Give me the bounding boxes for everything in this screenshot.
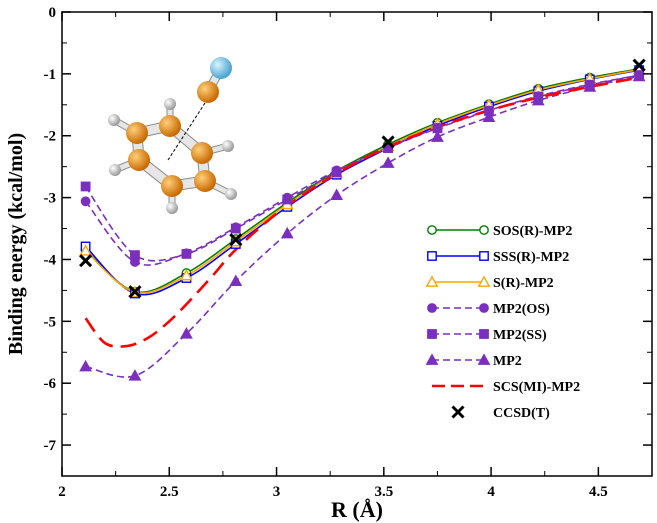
molecule-inset-image — [108, 57, 237, 214]
data-point — [80, 196, 91, 207]
legend-label: SOS(R)-MP2 — [493, 224, 572, 239]
data-point — [331, 167, 342, 178]
x-tick-label: 3 — [273, 484, 281, 500]
y-tick-label: 0 — [49, 5, 57, 21]
carbon-atom — [159, 115, 181, 137]
x-tick-label: 3.5 — [374, 484, 393, 500]
carbon-atom — [194, 170, 216, 192]
data-point — [181, 248, 192, 259]
legend-item: SCS(MI)-MP2 — [432, 380, 580, 395]
data-point — [482, 110, 496, 123]
data-point — [632, 69, 646, 82]
carbon-atom — [191, 142, 213, 164]
axes: 2 2.5 3 3.5 4 4.5 0 -1 -2 -3 -4 -5 -6 -7 — [44, 5, 652, 500]
legend-item: CCSD(T) — [451, 405, 550, 421]
legend-label: MP2 — [493, 354, 522, 369]
data-point — [632, 58, 646, 72]
y-tick-label: -5 — [44, 314, 57, 330]
data-point — [381, 135, 395, 149]
legend-label: CCSD(T) — [493, 406, 550, 421]
data-point — [230, 223, 241, 234]
legend-label: MP2(SS) — [493, 328, 547, 343]
legend-marker — [451, 405, 465, 419]
data-point — [79, 254, 93, 268]
y-tick-label: -7 — [44, 438, 57, 454]
y-tick-label: -2 — [44, 129, 57, 145]
legend-marker — [479, 251, 489, 261]
legend-item: MP2(SS) — [427, 328, 547, 343]
data-point — [229, 233, 243, 247]
hydrogen-atom — [109, 164, 121, 176]
carbon-atom — [128, 149, 150, 171]
data-point — [330, 188, 344, 200]
data-point — [282, 194, 293, 205]
carbon-atom — [126, 122, 148, 144]
hydrogen-atom — [225, 188, 237, 200]
data-point — [180, 268, 193, 281]
legend-item: S(R)-MP2 — [425, 275, 554, 291]
legend-marker — [479, 329, 489, 339]
series-line-6 — [84, 76, 640, 348]
plot-markers — [79, 58, 646, 381]
x-tick-label: 4.5 — [589, 484, 608, 500]
data-point — [128, 369, 142, 381]
distance-line — [167, 102, 206, 161]
data-point — [431, 130, 444, 142]
data-point — [381, 156, 395, 168]
legend-marker — [427, 251, 437, 261]
data-point — [128, 285, 142, 299]
carbon-atom — [161, 175, 183, 197]
data-point — [280, 226, 294, 239]
legend-item: SSS(R)-MP2 — [427, 250, 569, 265]
hydrogen-atom — [164, 98, 176, 110]
series-line-5 — [85, 75, 640, 378]
data-point — [79, 244, 92, 256]
halogen-atom — [210, 57, 232, 79]
y-tick-label: -4 — [44, 252, 57, 268]
legend-label: SCS(MI)-MP2 — [493, 380, 580, 395]
legend-marker — [427, 303, 437, 313]
hydrogen-atom — [166, 202, 178, 214]
legend-marker — [427, 329, 437, 339]
hydrogen-atom — [222, 140, 234, 152]
legend-item: MP2(OS) — [427, 302, 550, 317]
data-point — [531, 93, 545, 106]
legend-item: SOS(R)-MP2 — [427, 224, 572, 239]
data-point — [130, 250, 140, 261]
legend-label: MP2(OS) — [493, 302, 550, 317]
legend-marker — [479, 303, 489, 313]
data-point — [80, 181, 91, 192]
plot-frame — [61, 11, 653, 477]
hydrogen-atom — [108, 114, 120, 126]
legend-label: SSS(R)-MP2 — [493, 250, 569, 265]
legend-marker — [425, 353, 439, 365]
data-point — [180, 327, 193, 339]
x-axis-title: R (Å) — [331, 497, 383, 522]
y-tick-label: -3 — [44, 191, 57, 207]
legend-marker — [477, 353, 491, 365]
legend-item: MP2 — [425, 353, 522, 369]
legend-marker — [479, 225, 489, 235]
y-tick-label: -1 — [44, 67, 57, 83]
x-tick-label: 4 — [487, 484, 495, 500]
legend-marker — [425, 275, 439, 287]
legend-label: S(R)-MP2 — [493, 276, 554, 291]
data-point — [229, 274, 243, 286]
data-point — [79, 359, 92, 372]
y-axis-title: Binding energy (kcal/mol) — [5, 133, 27, 355]
data-point — [583, 80, 597, 92]
y-tick-label: -6 — [44, 376, 57, 392]
legend-marker — [427, 225, 437, 235]
x-tick-label: 2.5 — [160, 484, 179, 500]
x-tick-label: 2 — [58, 484, 66, 500]
legend-marker — [477, 275, 491, 287]
carbon-atom — [197, 81, 219, 103]
legend: SOS(R)-MP2 SSS(R)-MP2 S(R)-MP2 MP2(OS) MP2(S… — [425, 224, 580, 421]
